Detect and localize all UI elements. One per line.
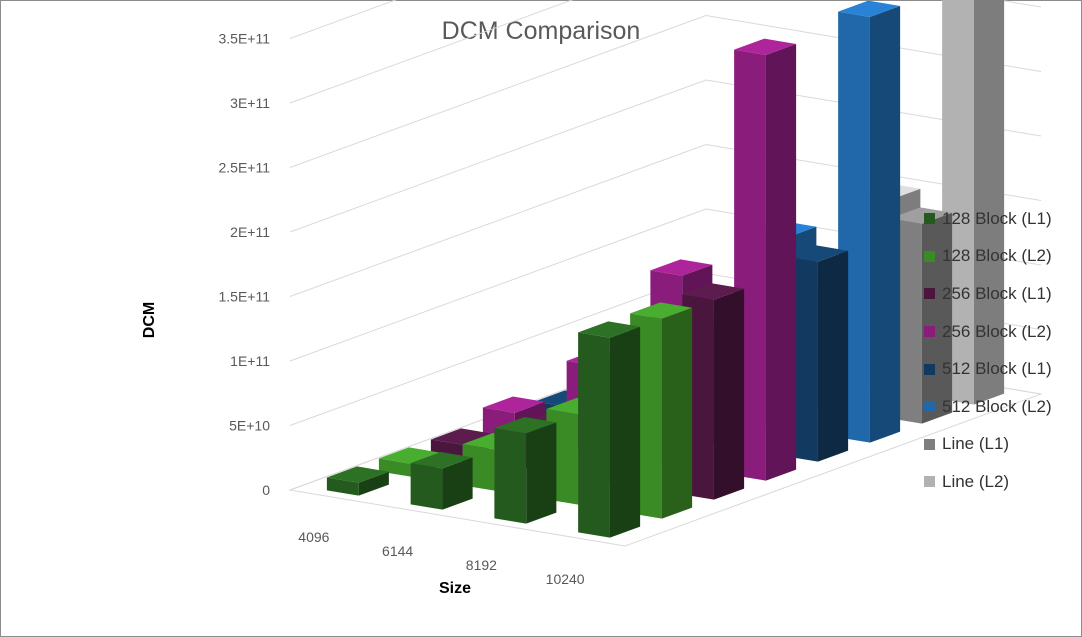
y-tick-label: 3E+11 (230, 95, 270, 111)
bar-top (430, 428, 493, 445)
legend-label: 256 Block (L2) (942, 321, 1052, 341)
bar-top (734, 38, 797, 55)
bar-top (786, 245, 849, 262)
bar-top (494, 417, 557, 434)
bar-side (817, 250, 849, 462)
bar-front (326, 477, 359, 496)
bar-side (609, 326, 641, 538)
bar-top (682, 283, 745, 300)
legend-item: 512 Block (L1) (924, 350, 1052, 388)
y-tick-label: 3.5E+11 (218, 31, 270, 47)
bar-top (410, 452, 473, 469)
legend-item: 512 Block (L2) (924, 388, 1052, 426)
x-tick-label: 8192 (466, 557, 497, 573)
legend-item: 128 Block (L2) (924, 238, 1052, 276)
legend-swatch (924, 401, 935, 413)
bar-top (630, 302, 693, 319)
legend-swatch (924, 288, 935, 300)
x-axis-label: Size (438, 580, 471, 597)
legend-swatch (924, 213, 935, 225)
x-tick-label: 6144 (382, 543, 413, 559)
legend-label: 512 Block (L1) (942, 359, 1052, 379)
bar-side (765, 43, 797, 481)
chart-title: DCM Comparison (441, 17, 641, 45)
bar-side (869, 5, 901, 443)
bar-front (410, 463, 443, 510)
legend-swatch (924, 476, 935, 488)
legend-swatch (924, 363, 935, 375)
bar-top (482, 396, 545, 413)
gridline (289, 0, 1042, 104)
y-tick-label: 1E+11 (230, 353, 270, 369)
bar-front (578, 332, 610, 538)
bar (410, 452, 473, 510)
legend-label: 128 Block (L1) (942, 208, 1052, 228)
bar-side (358, 471, 389, 496)
bar-side (661, 307, 693, 519)
x-tick-label: 4096 (298, 529, 329, 545)
bar (578, 321, 641, 538)
y-tick-label: 5E+10 (229, 418, 270, 434)
gridline (289, 143, 1042, 297)
x-tick-label: 10240 (546, 571, 585, 587)
legend-item: 256 Block (L2) (924, 313, 1052, 351)
legend-item: 256 Block (L1) (924, 275, 1052, 313)
legend-swatch (924, 250, 935, 262)
legend-swatch (924, 438, 935, 450)
bar-top (650, 259, 713, 276)
legend-label: 512 Block (L2) (942, 396, 1052, 416)
y-tick-label: 0 (262, 482, 270, 498)
y-tick-label: 2.5E+11 (218, 160, 270, 176)
bar-top (838, 0, 901, 17)
legend: 128 Block (L1) 128 Block (L2) 256 Block (L… (924, 200, 1052, 501)
legend-item: Line (L1) (924, 426, 1052, 464)
bar-top (378, 447, 441, 464)
legend-label: 256 Block (L1) (942, 283, 1052, 303)
gridline (289, 0, 397, 39)
bar-side (973, 0, 1005, 405)
legend-label: Line (L2) (942, 471, 1010, 491)
bar (326, 466, 389, 496)
bar-side (526, 422, 557, 524)
bar (494, 417, 557, 524)
legend-label: Line (L1) (942, 434, 1010, 454)
legend-item: Line (L2) (924, 463, 1052, 501)
bar-front (494, 428, 527, 524)
bar-top (578, 321, 641, 338)
gridline (289, 79, 1042, 233)
y-tick-label: 1.5E+11 (218, 289, 270, 305)
legend-item: 128 Block (L1) (924, 200, 1052, 238)
bar-side (442, 457, 473, 510)
y-tick-label: 2E+11 (230, 224, 270, 240)
bars (326, 0, 1005, 538)
legend-label: 128 Block (L2) (942, 246, 1052, 266)
bar-top (326, 466, 389, 483)
bar-top (890, 207, 953, 224)
gridline (289, 14, 1042, 168)
legend-swatch (924, 326, 935, 338)
bar-side (713, 288, 745, 500)
